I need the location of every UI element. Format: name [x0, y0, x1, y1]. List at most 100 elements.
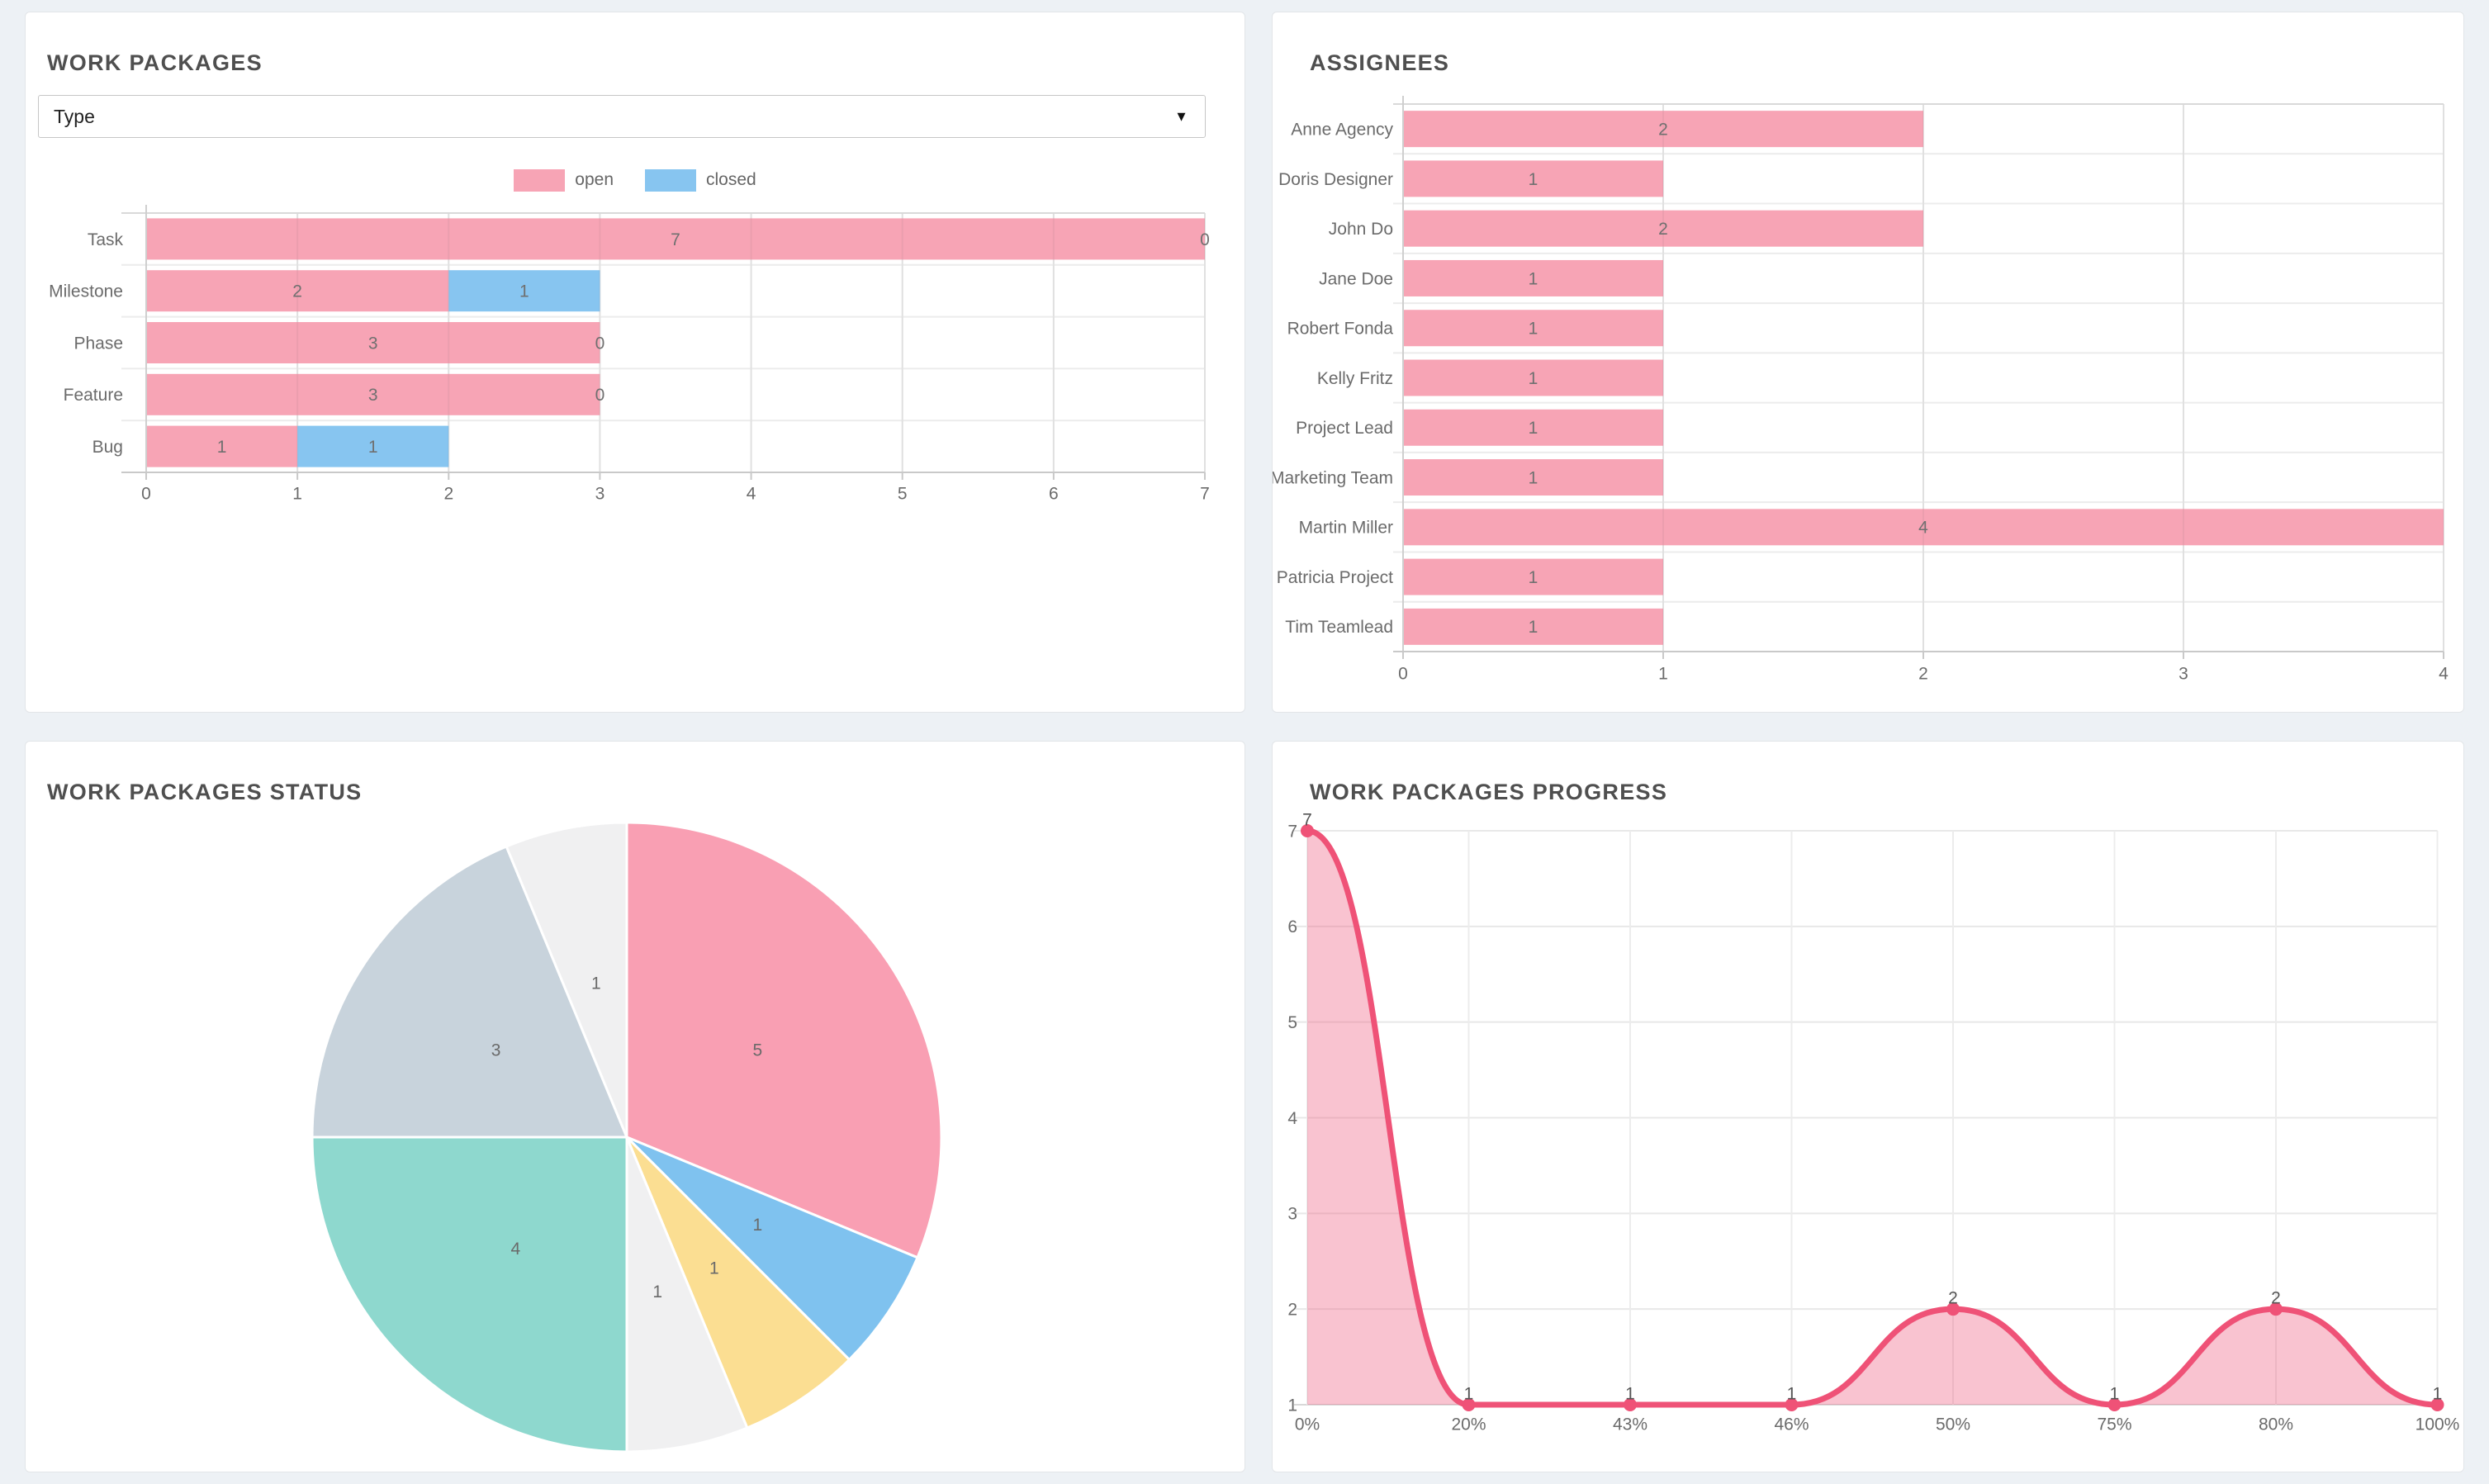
data-point-50%[interactable]	[1946, 1302, 1960, 1316]
bar-segment-closed-bug[interactable]	[297, 425, 449, 467]
pie-slice-0[interactable]	[625, 821, 943, 1259]
x-tick-label: 1	[1658, 664, 1668, 683]
category-label: Milestone	[49, 282, 123, 301]
data-point-20%[interactable]	[1462, 1398, 1476, 1411]
category-label: Phase	[73, 334, 123, 353]
pie-slice-6[interactable]	[505, 821, 628, 1139]
bar-value-label: 2	[1658, 220, 1668, 239]
status-pie-chart[interactable]: 5 1 1 1 4 3 1	[26, 742, 1246, 1473]
pie-slice-2[interactable]	[625, 1136, 851, 1429]
x-tick-label: 7	[1200, 484, 1210, 503]
bar-tim-teamlead[interactable]	[1403, 608, 1663, 645]
category-label: Kelly Fritz	[1317, 369, 1393, 388]
bar-project-lead[interactable]	[1403, 409, 1663, 446]
bar-jane-doe[interactable]	[1403, 259, 1663, 296]
pie-slice-label: 1	[652, 1282, 662, 1301]
type-dropdown-value: Type	[54, 105, 95, 127]
x-tick-label: 2	[443, 484, 453, 503]
category-label: Jane Doe	[1319, 269, 1393, 288]
x-tick-label: 75%	[2097, 1415, 2131, 1434]
bar-segment-open-task[interactable]	[146, 218, 1205, 260]
y-tick-label: 1	[1287, 1396, 1297, 1415]
work-packages-progress-title: WORK PACKAGES PROGRESS	[1310, 780, 1668, 804]
data-point-43%[interactable]	[1624, 1398, 1637, 1411]
bar-segment-open-bug[interactable]	[146, 425, 298, 467]
category-label: John Do	[1329, 220, 1393, 239]
bar-value-label: 1	[368, 438, 378, 457]
bar-kelly-fritz[interactable]	[1403, 359, 1663, 396]
category-label: Feature	[64, 386, 123, 405]
bar-john-do[interactable]	[1403, 210, 1923, 247]
x-tick-label: 4	[747, 484, 756, 503]
bar-value-label: 1	[1529, 369, 1538, 388]
bar-patricia-project[interactable]	[1403, 558, 1663, 595]
legend-item-open: open	[514, 168, 614, 192]
point-label: 1	[2110, 1384, 2120, 1403]
pie-slice-label: 4	[510, 1240, 520, 1259]
pie-slice-label: 3	[491, 1041, 501, 1060]
bar-segment-open-feature[interactable]	[146, 373, 600, 415]
bar-segment-open-phase[interactable]	[146, 322, 600, 363]
card-work-packages-status: WORK PACKAGES STATUS 5 1 1 1 4 3 1	[25, 741, 1245, 1472]
bar-segment-closed-milestone[interactable]	[448, 270, 600, 312]
bar-value-label: 1	[1529, 170, 1538, 189]
y-tick-label: 6	[1287, 917, 1297, 936]
type-dropdown[interactable]: Type ▼	[38, 95, 1206, 138]
x-tick-label: 80%	[2259, 1415, 2293, 1434]
category-label: Tim Teamlead	[1285, 618, 1393, 637]
x-tick-label: 1	[292, 484, 302, 503]
progress-area-chart[interactable]: 1 2 3 4 5 6 7 0% 20% 43% 46% 50% 75% 80% 100% 7 1 1 1 2 1 2 1	[1273, 742, 2465, 1473]
data-point-80%[interactable]	[2269, 1302, 2283, 1316]
y-tick-label: 3	[1287, 1205, 1297, 1224]
data-point-75%[interactable]	[2107, 1398, 2122, 1411]
data-point-46%[interactable]	[1785, 1398, 1799, 1411]
bar-value-label: 1	[217, 438, 227, 457]
assignees-title: ASSIGNEES	[1310, 50, 1450, 75]
point-label: 1	[1625, 1384, 1635, 1403]
bar-value-label: 0	[595, 334, 605, 353]
bar-value-label: 0	[1200, 230, 1210, 249]
x-tick-label: 20%	[1451, 1415, 1486, 1434]
x-tick-label: 3	[595, 484, 605, 503]
card-assignees: ASSIGNEES Anne Agency 2 Doris Designer 1 Joh…	[1272, 12, 2464, 713]
pie-slice-4[interactable]	[311, 1136, 628, 1453]
pie-slice-label: 1	[591, 974, 601, 993]
point-label: 1	[1464, 1384, 1474, 1403]
closed-series-label: closed	[706, 170, 756, 189]
area-fill	[1307, 831, 2438, 1405]
card-work-packages: WORK PACKAGES Type ▼ open closed Task 7 0 M…	[25, 12, 1245, 713]
pie-slice-3[interactable]	[625, 1136, 749, 1453]
assignees-bar-chart[interactable]: Anne Agency 2 Doris Designer 1 John Do 2 Jane …	[1273, 12, 2465, 714]
point-label: 1	[1787, 1384, 1797, 1403]
bar-martin-miller[interactable]	[1403, 509, 2444, 546]
bar-value-label: 4	[1918, 519, 1928, 538]
pie-slice-1[interactable]	[625, 1136, 919, 1361]
x-tick-label: 3	[2178, 664, 2188, 683]
pie-slice-label: 1	[709, 1259, 719, 1278]
open-series-label: open	[575, 170, 614, 189]
data-point-100%[interactable]	[2430, 1398, 2444, 1411]
category-label: Anne Agency	[1291, 120, 1393, 139]
open-series-swatch	[514, 168, 566, 192]
bar-robert-fonda[interactable]	[1403, 310, 1663, 347]
bar-marketing-team[interactable]	[1403, 459, 1663, 496]
work-packages-bar-chart[interactable]: Task 7 0 Milestone 2 1 Phase 3 0 Feature 3 0 Bug 1 1 0 1…	[26, 12, 1246, 714]
y-tick-label: 7	[1287, 822, 1297, 841]
bar-anne-agency[interactable]	[1403, 111, 1923, 148]
x-tick-label: 50%	[1936, 1415, 1970, 1434]
x-tick-label: 0%	[1295, 1415, 1320, 1434]
point-label: 2	[2271, 1289, 2281, 1308]
data-point-0%[interactable]	[1301, 824, 1314, 837]
progress-line	[1304, 827, 2440, 1408]
x-tick-label: 100%	[2416, 1415, 2460, 1434]
bar-value-label: 1	[519, 282, 529, 301]
x-tick-label: 0	[141, 484, 151, 503]
y-tick-label: 5	[1287, 1013, 1297, 1032]
bar-value-label: 2	[292, 282, 302, 301]
bar-segment-open-milestone[interactable]	[146, 270, 449, 312]
bar-value-label: 1	[1529, 468, 1538, 487]
pie-slice-5[interactable]	[311, 845, 628, 1139]
category-label: Bug	[92, 438, 123, 457]
bar-doris-designer[interactable]	[1403, 160, 1663, 197]
